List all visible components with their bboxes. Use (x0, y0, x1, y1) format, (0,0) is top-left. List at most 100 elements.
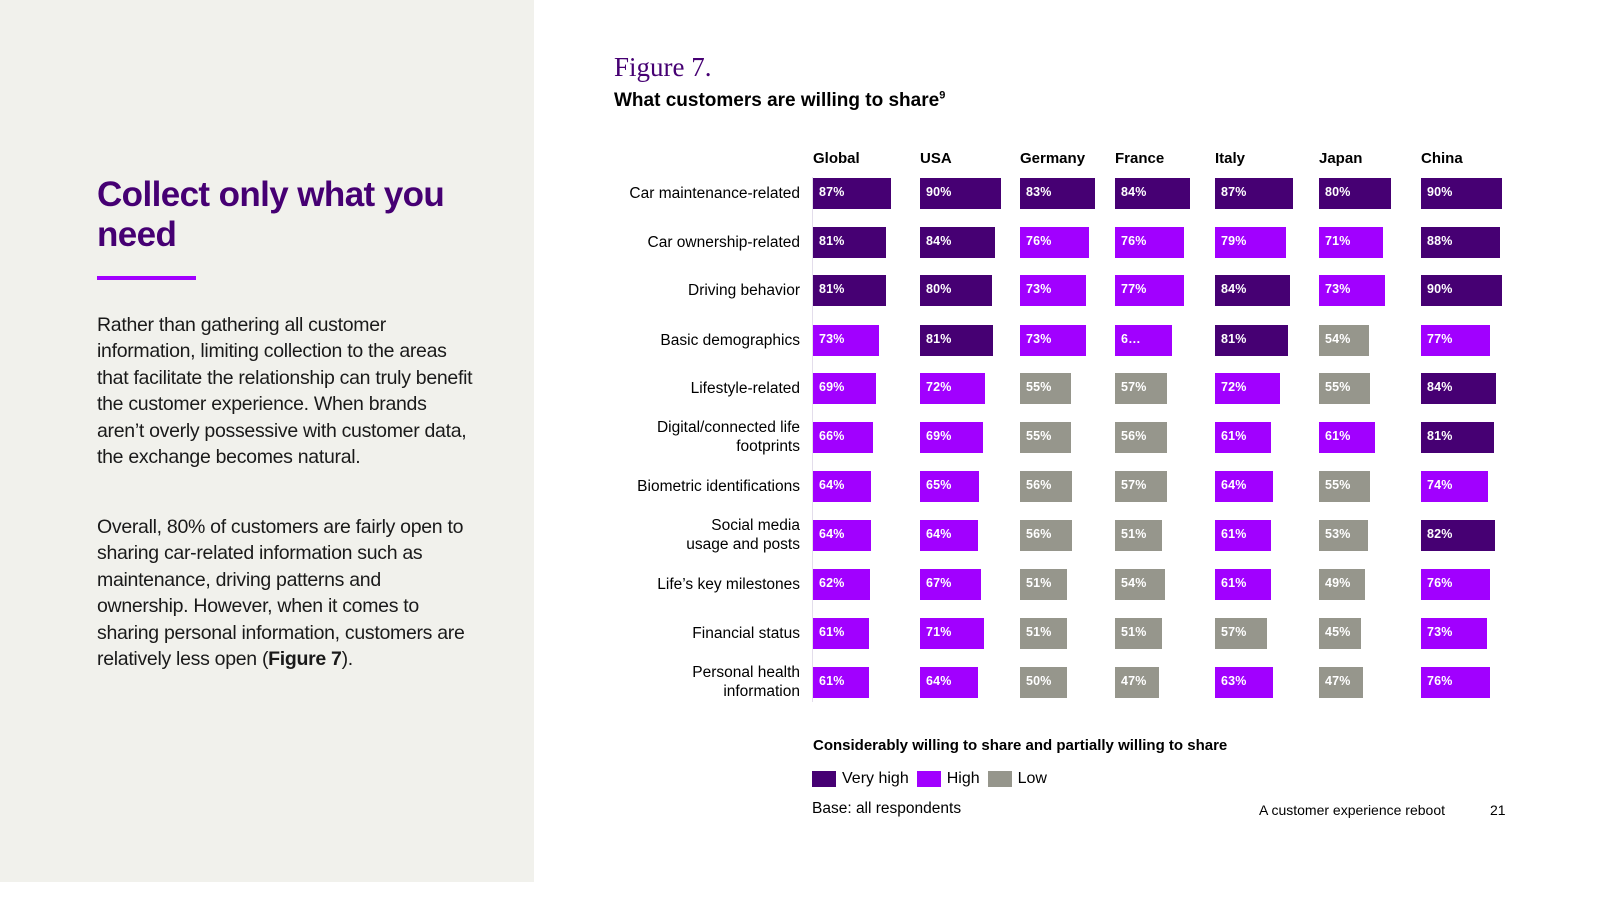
bar-financial-status-japan: 45% (1319, 618, 1361, 649)
bar-car-ownership-related-france: 76% (1115, 227, 1184, 258)
bar-driving-behavior-global: 81% (813, 275, 886, 306)
bar-personal-health-information-global: 61% (813, 667, 869, 698)
column-header-global: Global (813, 150, 860, 167)
bar-life-s-key-milestones-italy: 61% (1215, 569, 1271, 600)
bar-lifestyle-related-usa: 72% (920, 373, 985, 404)
column-header-usa: USA (920, 150, 952, 167)
bar-financial-status-usa: 71% (920, 618, 984, 649)
bar-biometric-identifications-italy: 64% (1215, 471, 1273, 502)
bar-driving-behavior-france: 77% (1115, 275, 1184, 306)
bar-car-maintenance-related-global: 87% (813, 178, 891, 209)
footer-publication-title: A customer experience reboot (1259, 802, 1445, 818)
figure-label: Figure 7. (614, 52, 712, 82)
bar-basic-demographics-china: 77% (1421, 325, 1490, 356)
title-underline-rule (97, 276, 196, 280)
bar-car-ownership-related-china: 88% (1421, 227, 1500, 258)
legend-item-very-high: Very high (812, 770, 909, 788)
bar-personal-health-information-china: 76% (1421, 667, 1490, 698)
legend-title: Considerably willing to share and partia… (813, 737, 1228, 754)
bar-lifestyle-related-italy: 72% (1215, 373, 1280, 404)
bar-basic-demographics-italy: 81% (1215, 325, 1288, 356)
bar-biometric-identifications-japan: 55% (1319, 471, 1370, 502)
legend-swatch-high (916, 771, 941, 787)
bar-car-maintenance-related-france: 84% (1115, 178, 1190, 209)
row-label-car-maintenance-related: Car maintenance-related (629, 184, 800, 202)
bar-basic-demographics-usa: 81% (920, 325, 993, 356)
bar-social-media-usage-and-posts-usa: 64% (920, 520, 978, 551)
bar-digital-connected-life-footprints-china: 81% (1421, 422, 1494, 453)
bar-biometric-identifications-china: 74% (1421, 471, 1488, 502)
bar-lifestyle-related-germany: 55% (1020, 373, 1071, 404)
row-label-financial-status: Financial status (692, 624, 800, 642)
bar-biometric-identifications-global: 64% (813, 471, 871, 502)
body-paragraph-1: Rather than gathering all customer infor… (97, 314, 473, 469)
bar-personal-health-information-germany: 50% (1020, 667, 1067, 698)
body-paragraph-2: Overall, 80% of customers are fairly ope… (97, 514, 477, 672)
bar-car-maintenance-related-japan: 80% (1319, 178, 1391, 209)
row-label-life-s-key-milestones: Life’s key milestones (657, 575, 800, 593)
bar-social-media-usage-and-posts-france: 51% (1115, 520, 1162, 551)
bar-digital-connected-life-footprints-france: 56% (1115, 422, 1167, 453)
bar-driving-behavior-china: 90% (1421, 275, 1502, 306)
bar-financial-status-france: 51% (1115, 618, 1162, 649)
bar-digital-connected-life-footprints-japan: 61% (1319, 422, 1375, 453)
figure-reference: Figure 7 (268, 648, 342, 671)
row-label-lifestyle-related: Lifestyle-related (690, 379, 800, 397)
bar-car-ownership-related-global: 81% (813, 227, 886, 258)
chart-legend: Very high High Low (812, 770, 1055, 788)
legend-swatch-low (987, 771, 1012, 787)
bar-social-media-usage-and-posts-germany: 56% (1020, 520, 1072, 551)
legend-label-high: High (946, 770, 980, 787)
row-label-personal-health-information: Personal health information (692, 664, 800, 700)
bar-car-maintenance-related-germany: 83% (1020, 178, 1095, 209)
row-label-social-media-usage-and-posts: Social media usage and posts (686, 517, 800, 553)
bar-biometric-identifications-usa: 65% (920, 471, 979, 502)
bar-financial-status-china: 73% (1421, 618, 1487, 649)
bar-car-ownership-related-germany: 76% (1020, 227, 1089, 258)
row-label-car-ownership-related: Car ownership-related (647, 233, 801, 251)
bar-life-s-key-milestones-global: 62% (813, 569, 870, 600)
page-number: 21 (1490, 802, 1506, 818)
base-note: Base: all respondents (812, 800, 962, 817)
legend-item-high: High (916, 770, 980, 788)
column-header-germany: Germany (1020, 150, 1086, 167)
bar-life-s-key-milestones-usa: 67% (920, 569, 981, 600)
row-label-digital-connected-life-footprints: Digital/connected life footprints (656, 419, 800, 455)
row-label-basic-demographics: Basic demographics (660, 331, 800, 349)
bar-driving-behavior-italy: 84% (1215, 275, 1290, 306)
bar-biometric-identifications-france: 57% (1115, 471, 1167, 502)
bar-car-maintenance-related-italy: 87% (1215, 178, 1293, 209)
row-label-driving-behavior: Driving behavior (688, 281, 800, 299)
bar-social-media-usage-and-posts-italy: 61% (1215, 520, 1271, 551)
bar-driving-behavior-japan: 73% (1319, 275, 1385, 306)
bar-car-ownership-related-italy: 79% (1215, 227, 1286, 258)
footnote-marker: 9 (939, 89, 946, 102)
figure-title: What customers are willing to share9 (614, 90, 945, 112)
bar-digital-connected-life-footprints-germany: 55% (1020, 422, 1071, 453)
bar-personal-health-information-usa: 64% (920, 667, 978, 698)
section-title: Collect only what you need (97, 175, 445, 254)
legend-swatch-very-high (812, 771, 836, 787)
bar-personal-health-information-japan: 47% (1319, 667, 1363, 698)
bar-digital-connected-life-footprints-global: 66% (813, 422, 873, 453)
bar-digital-connected-life-footprints-usa: 69% (920, 422, 983, 453)
bar-driving-behavior-usa: 80% (920, 275, 992, 306)
column-header-france: France (1115, 150, 1165, 167)
legend-item-low: Low (987, 770, 1047, 788)
bar-lifestyle-related-france: 57% (1115, 373, 1167, 404)
bar-car-maintenance-related-usa: 90% (920, 178, 1001, 209)
bar-car-ownership-related-japan: 71% (1319, 227, 1383, 258)
bar-lifestyle-related-japan: 55% (1319, 373, 1370, 404)
row-label-biometric-identifications: Biometric identifications (637, 477, 800, 495)
bar-digital-connected-life-footprints-italy: 61% (1215, 422, 1271, 453)
bar-financial-status-global: 61% (813, 618, 869, 649)
bar-life-s-key-milestones-germany: 51% (1020, 569, 1067, 600)
legend-label-very-high: Very high (842, 770, 909, 787)
bar-life-s-key-milestones-france: 54% (1115, 569, 1165, 600)
bar-life-s-key-milestones-japan: 49% (1319, 569, 1365, 600)
bar-social-media-usage-and-posts-global: 64% (813, 520, 871, 551)
body-paragraph-2-end: ). (341, 648, 354, 671)
bar-lifestyle-related-global: 69% (813, 373, 876, 404)
column-header-japan: Japan (1319, 150, 1363, 167)
column-header-china: China (1421, 150, 1463, 167)
